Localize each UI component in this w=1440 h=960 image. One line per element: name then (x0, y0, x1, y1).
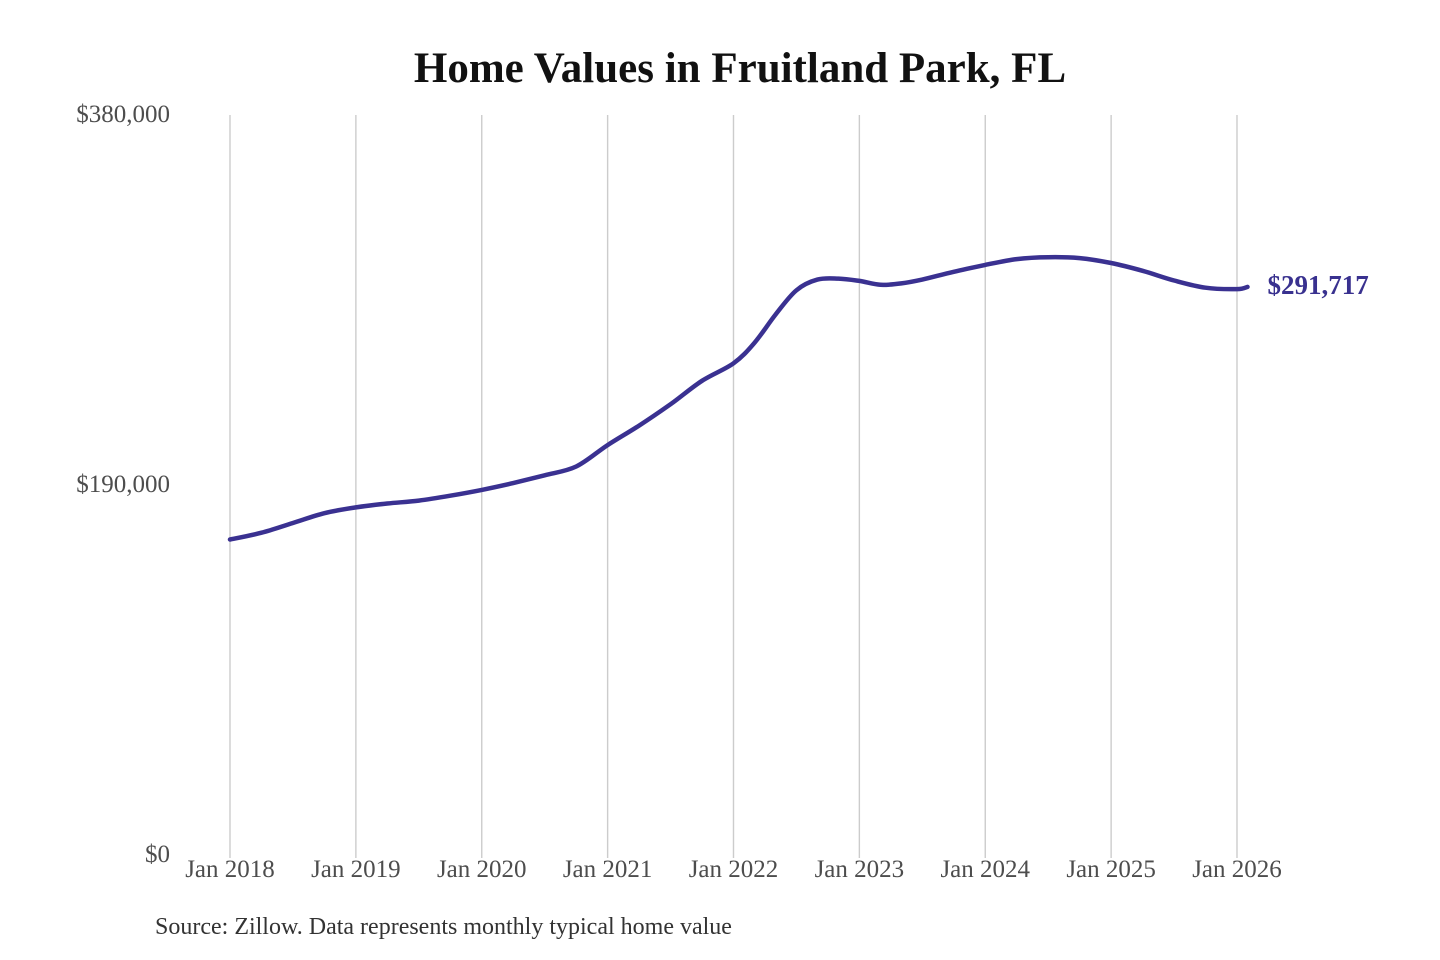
y-tick-label: $190,000 (76, 471, 170, 498)
end-value-label: $291,717 (1267, 269, 1369, 300)
x-tick-label: Jan 2025 (1066, 856, 1156, 883)
y-tick-label: $0 (145, 841, 170, 868)
x-tick-label: Jan 2018 (185, 856, 275, 883)
x-tick-label: Jan 2026 (1192, 856, 1282, 883)
x-tick-label: Jan 2023 (814, 856, 905, 883)
x-tick-label: Jan 2020 (436, 856, 527, 883)
x-tick-label: Jan 2024 (940, 856, 1031, 883)
source-note: Source: Zillow. Data represents monthly … (155, 914, 732, 940)
x-tick-label: Jan 2022 (688, 856, 779, 883)
chart-title: Home Values in Fruitland Park, FL (413, 45, 1067, 92)
x-tick-label: Jan 2021 (562, 856, 653, 883)
home-value-line (227, 254, 1250, 542)
x-tick-label: Jan 2019 (311, 856, 401, 883)
y-tick-label: $380,000 (76, 101, 170, 128)
